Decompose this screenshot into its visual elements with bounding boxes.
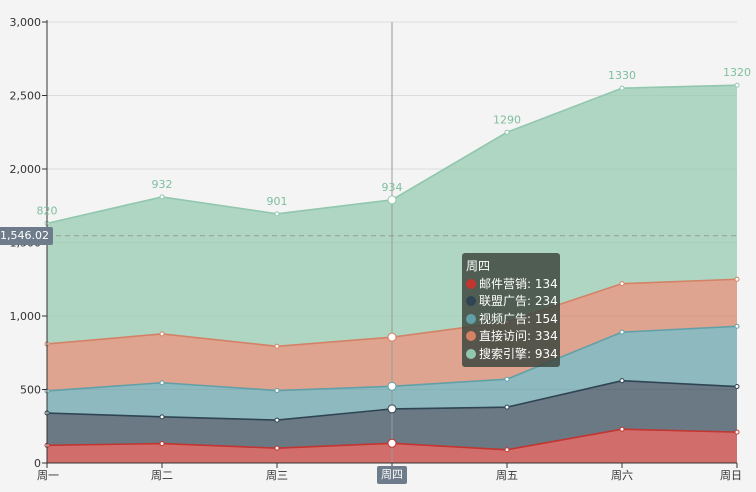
data-point[interactable] [619, 329, 625, 335]
data-point[interactable] [274, 343, 280, 349]
data-point[interactable] [734, 384, 740, 390]
data-point[interactable] [159, 414, 165, 420]
y-tick-label: 0 [34, 457, 41, 470]
data-point[interactable] [734, 82, 740, 88]
y-tick-label: 500 [20, 384, 41, 397]
data-point[interactable] [274, 417, 280, 423]
data-point[interactable] [619, 426, 625, 432]
data-point[interactable] [387, 195, 397, 205]
tooltip-row: 视频广告: 154 [466, 311, 558, 329]
data-point[interactable] [159, 380, 165, 386]
series-dot-icon [466, 331, 476, 341]
data-label: 1290 [493, 113, 521, 126]
data-point[interactable] [387, 438, 397, 448]
axes: 05001,0001,5002,0002,5003,000周一周二周三周五周六周… [10, 16, 743, 482]
data-label: 820 [37, 204, 58, 217]
y-tick-label: 1,000 [10, 310, 42, 323]
data-point[interactable] [159, 331, 165, 337]
data-label: 901 [267, 195, 288, 208]
data-point[interactable] [159, 194, 165, 200]
series-dot-icon [466, 313, 476, 324]
data-point[interactable] [387, 332, 397, 342]
x-tick-label: 周二 [151, 469, 173, 482]
data-point[interactable] [159, 441, 165, 447]
data-point[interactable] [619, 85, 625, 91]
data-point[interactable] [387, 404, 397, 414]
data-label: 932 [152, 178, 173, 191]
x-tick-label: 周五 [496, 469, 518, 482]
data-point[interactable] [734, 429, 740, 435]
y-tick-label: 3,000 [10, 16, 42, 29]
x-tick-label: 周六 [611, 469, 633, 482]
series-dot-icon [466, 348, 476, 359]
data-point[interactable] [504, 404, 510, 410]
tooltip-row-label: 邮件营销: 134 [479, 276, 558, 291]
data-point[interactable] [619, 281, 625, 287]
data-point[interactable] [387, 381, 397, 391]
data-point[interactable] [504, 129, 510, 135]
data-point[interactable] [504, 376, 510, 382]
tooltip-row: 搜索引擎: 934 [466, 346, 558, 364]
data-point[interactable] [734, 323, 740, 329]
series-dot-icon [466, 296, 476, 306]
x-tick-label: 周日 [720, 469, 742, 482]
series-dot-icon [466, 278, 476, 289]
data-point[interactable] [619, 378, 625, 384]
y-tick-label: 2,000 [10, 163, 42, 176]
data-label: 934 [382, 181, 403, 194]
y-tick-label: 2,500 [10, 90, 42, 103]
data-point[interactable] [274, 211, 280, 217]
x-tick-label: 周三 [266, 469, 288, 482]
tooltip-row: 邮件营销: 134 [466, 276, 558, 294]
y-axis-pointer-label: 1,546.02 [0, 227, 53, 245]
tooltip-row-label: 视频广告: 154 [479, 311, 558, 326]
tooltip-row-label: 直接访问: 334 [479, 329, 558, 343]
data-labels: 820 932 901 934 1290 1330 1320 [37, 66, 752, 217]
data-point[interactable] [734, 276, 740, 282]
tooltip-row: 联盟广告: 234 [466, 293, 558, 311]
area-直接访问 [47, 279, 737, 391]
tooltip-title: 周四 [466, 259, 491, 273]
data-point[interactable] [274, 388, 280, 394]
tooltip-row: 直接访问: 334 [466, 328, 558, 346]
area-视频广告 [47, 326, 737, 421]
tooltip: 周四 邮件营销: 134 联盟广告: 234 视频广告: 154 直接访问: 3… [462, 253, 560, 367]
tooltip-row-label: 搜索引擎: 934 [479, 346, 558, 361]
tooltip-row-label: 联盟广告: 234 [479, 294, 558, 308]
data-label: 1320 [723, 66, 751, 79]
x-axis-pointer-label: 周四 [377, 466, 407, 484]
data-point[interactable] [504, 447, 510, 453]
x-tick-label: 周一 [37, 469, 59, 482]
data-point[interactable] [274, 445, 280, 451]
series-markers[interactable] [44, 82, 740, 453]
data-label: 1330 [608, 69, 636, 82]
